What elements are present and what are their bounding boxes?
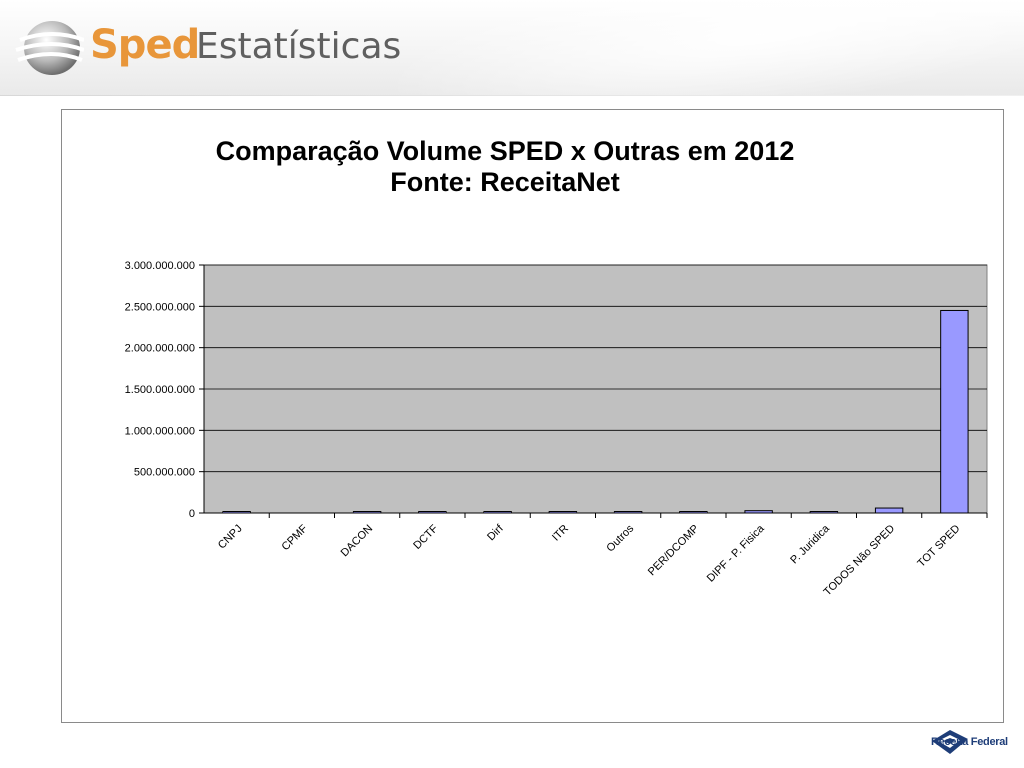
x-tick-label: CPMF (279, 522, 310, 553)
header-divider (0, 95, 1024, 96)
y-tick-label: 0 (189, 508, 195, 520)
y-tick-label: 3.000.000.000 (125, 260, 195, 272)
y-tick-label: 1.500.000.000 (125, 384, 195, 396)
y-tick-label: 2.500.000.000 (125, 301, 195, 313)
x-tick-label: ITR (550, 523, 571, 544)
bar-dirf (483, 511, 512, 514)
x-tick-label: P. Juridica (788, 522, 832, 566)
y-tick-label: 1.000.000.000 (125, 425, 195, 437)
x-tick-label: Outros (604, 522, 636, 554)
x-tick-label: DCTF (411, 522, 440, 551)
x-tick-label: TOT SPED (915, 523, 962, 570)
bar-tot-sped (940, 309, 969, 514)
sped-logo-text: Sped (90, 22, 200, 68)
header-decoration (373, 0, 1024, 96)
chart-container: Comparação Volume SPED x Outras em 2012 … (61, 109, 1004, 723)
sped-sphere-icon (15, 21, 84, 75)
bar-dipf-p-fisica (744, 510, 773, 514)
y-tick-label: 2.000.000.000 (125, 343, 195, 355)
x-tick-label: PER/DCOMP (646, 523, 702, 579)
x-tick-label: Dirf (485, 522, 506, 543)
bar-per-dcomp (679, 511, 708, 514)
x-tick-label: CNPJ (216, 523, 245, 552)
bar-outros (613, 511, 643, 514)
slide-header: Sped Estatísticas (0, 0, 1024, 96)
sped-logo: Sped (14, 18, 200, 78)
receita-federal-brand: Receita Federal (931, 736, 1008, 748)
x-tick-label: TODOS Não SPED (821, 523, 897, 599)
x-tick-label: DIPF - P. Fisica (705, 522, 768, 585)
receita-federal-emblem-icon (932, 730, 968, 754)
chart-title-block: Comparação Volume SPED x Outras em 2012 … (62, 136, 948, 198)
chart-subtitle: Fonte: ReceitaNet (390, 167, 620, 197)
y-tick-label: 500.000.000 (134, 467, 195, 479)
bar-chart: 0 500.000.000 1.000.000.000 1.500.000.000 2.… (125, 260, 988, 599)
bar-cnpj (222, 511, 251, 514)
bar-itr (548, 511, 578, 514)
page-title: Estatísticas (196, 26, 402, 67)
bar-todos-n-o-sped (874, 507, 904, 514)
bar-dacon (352, 511, 382, 514)
bar-dctf (418, 511, 447, 514)
chart-title: Comparação Volume SPED x Outras em 2012 (215, 136, 795, 166)
x-tick-label: DACON (339, 523, 376, 560)
bar-p-juridica (809, 511, 839, 514)
